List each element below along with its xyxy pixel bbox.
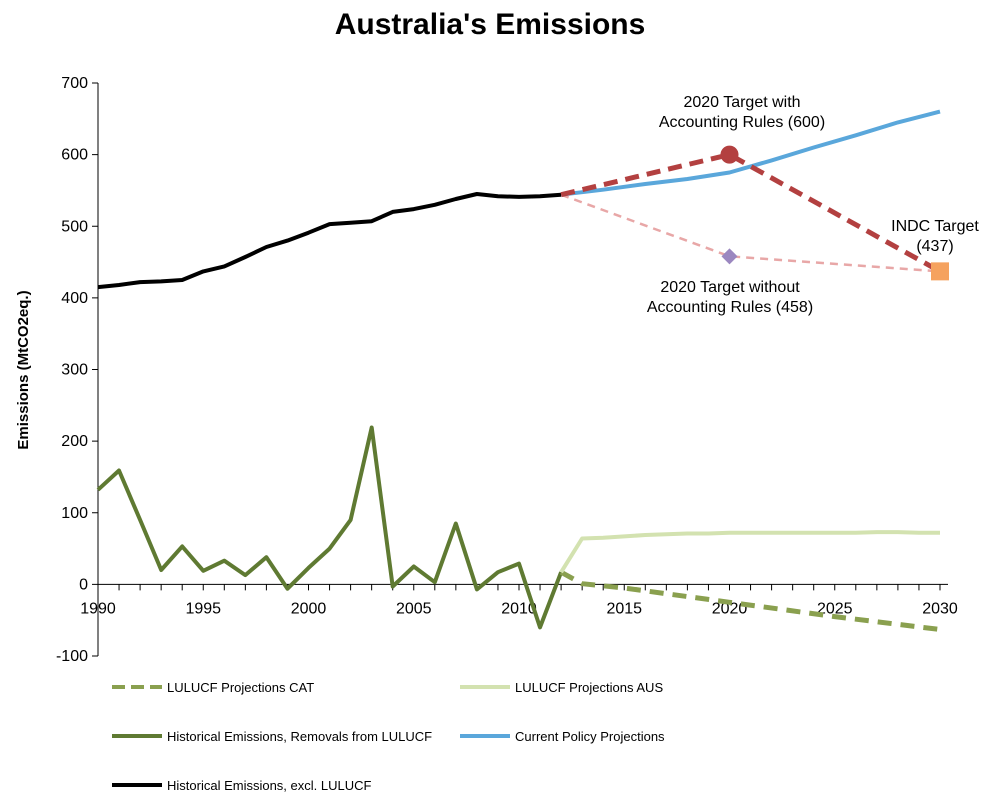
annotation-line: INDC Target <box>891 218 979 235</box>
marker-layer <box>720 145 949 281</box>
x-tick-label: 1990 <box>80 600 116 617</box>
target-marker-square <box>931 262 949 281</box>
x-tick-label: 2030 <box>922 600 958 617</box>
x-tick-label: 1995 <box>185 600 221 617</box>
series-line <box>97 192 562 290</box>
annotation-line: Accounting Rules (458) <box>647 299 813 316</box>
legend-label: Historical Emissions, excl. LULUCF <box>167 778 371 793</box>
target-marker-diamond <box>721 248 738 265</box>
series-line <box>560 109 941 197</box>
annotation-line: (437) <box>916 238 953 255</box>
annotation-line: 2020 Target with <box>683 94 800 111</box>
annotation-label: 2020 Target without Accounting Rules (458… <box>647 279 813 316</box>
axes: -100 0 100 200 300 400 500 600 700 1990 1995 2000 20… <box>56 75 958 665</box>
annotation-line: 2020 Target without <box>660 279 800 296</box>
x-tick-label: 2010 <box>501 600 537 617</box>
legend-label: Current Policy Projections <box>515 729 665 744</box>
legend-label: LULUCF Projections AUS <box>515 680 663 695</box>
y-tick-label: 300 <box>61 362 88 379</box>
y-tick-label: 0 <box>79 576 88 593</box>
y-tick-label: 600 <box>61 147 88 164</box>
x-tick-label: 2005 <box>396 600 432 617</box>
series-line <box>559 570 941 632</box>
y-tick-label: 100 <box>61 505 88 522</box>
y-tick-label: 200 <box>61 433 88 450</box>
y-tick-label: 700 <box>61 75 88 92</box>
annotation-layer: 2020 Target with Accounting Rules (600)20… <box>647 94 980 316</box>
annotation-line: Accounting Rules (600) <box>659 114 825 131</box>
series-line <box>560 193 941 273</box>
legend-label: Historical Emissions, Removals from LULU… <box>167 729 432 744</box>
annotation-label: INDC Target (437) <box>891 218 979 255</box>
x-tick-label: 2025 <box>817 600 853 617</box>
legend-label: LULUCF Projections CAT <box>167 680 314 695</box>
series-line <box>559 530 940 574</box>
y-tick-label: -100 <box>56 648 88 665</box>
x-tick-label: 2000 <box>291 600 327 617</box>
target-marker-circle <box>720 145 739 164</box>
y-tick-label: 500 <box>61 218 88 235</box>
y-tick-label: 400 <box>61 290 88 307</box>
y-axis-label: Emissions (MtCO2eq.) <box>15 290 32 449</box>
x-tick-label: 2020 <box>712 600 748 617</box>
annotation-label: 2020 Target with Accounting Rules (600) <box>659 94 825 131</box>
series-line <box>96 425 563 630</box>
series-layer <box>96 109 942 632</box>
x-tick-label: 2015 <box>606 600 642 617</box>
series-line <box>560 152 942 274</box>
chart-title: Australia's Emissions <box>335 8 646 41</box>
legend: LULUCF Projections CAT LULUCF Projections… <box>112 680 665 793</box>
